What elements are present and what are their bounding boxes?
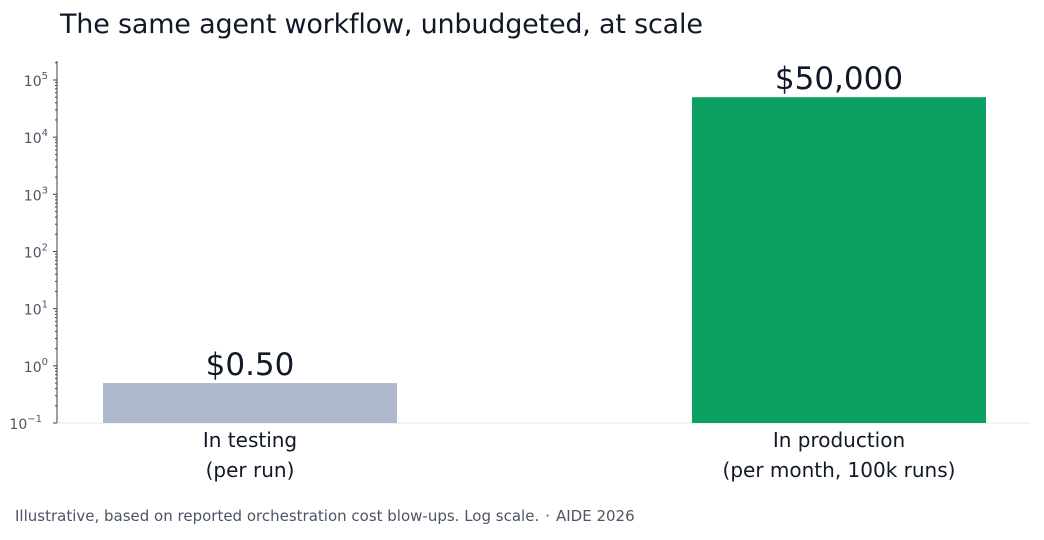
y-tick-exponent: 1 (42, 300, 48, 311)
y-tick-exponent: 4 (42, 128, 48, 139)
y-tick-label: 100 (24, 357, 48, 376)
x-category-sublabel: (per run) (206, 458, 295, 482)
y-tick-base: 10 (24, 303, 42, 319)
y-tick-base: 10 (24, 188, 42, 204)
bar-value-label: $0.50 (206, 347, 295, 383)
chart-title: The same agent workflow, unbudgeted, at … (60, 9, 703, 40)
y-tick-exponent: −1 (27, 414, 42, 425)
y-tick-exponent: 2 (42, 243, 48, 254)
footer-separator: · (545, 507, 550, 525)
y-tick-label: 101 (24, 300, 48, 319)
bar-testing (103, 383, 397, 423)
x-category-sublabel: (per month, 100k runs) (723, 458, 956, 482)
y-tick-label: 10−1 (9, 414, 42, 433)
y-tick-label: 105 (24, 71, 48, 90)
y-tick-base: 10 (24, 246, 42, 262)
y-tick-exponent: 3 (42, 185, 48, 196)
y-tick-label: 104 (24, 128, 48, 147)
x-category-label: In testing (203, 428, 297, 452)
y-tick-exponent: 0 (42, 357, 48, 368)
y-tick-base: 10 (9, 417, 27, 433)
y-tick-base: 10 (24, 131, 42, 147)
bar-production (692, 97, 986, 423)
y-tick-base: 10 (24, 360, 42, 376)
footer-source: AIDE 2026 (555, 507, 635, 525)
y-tick-base: 10 (24, 74, 42, 90)
bar-value-label: $50,000 (775, 61, 903, 97)
footer-note: Illustrative, based on reported orchestr… (15, 507, 540, 525)
y-tick-label: 103 (24, 185, 48, 204)
y-tick-label: 102 (24, 243, 48, 262)
x-category-label: In production (773, 428, 905, 452)
chart-footer: Illustrative, based on reported orchestr… (15, 507, 635, 525)
y-tick-exponent: 5 (42, 71, 48, 82)
